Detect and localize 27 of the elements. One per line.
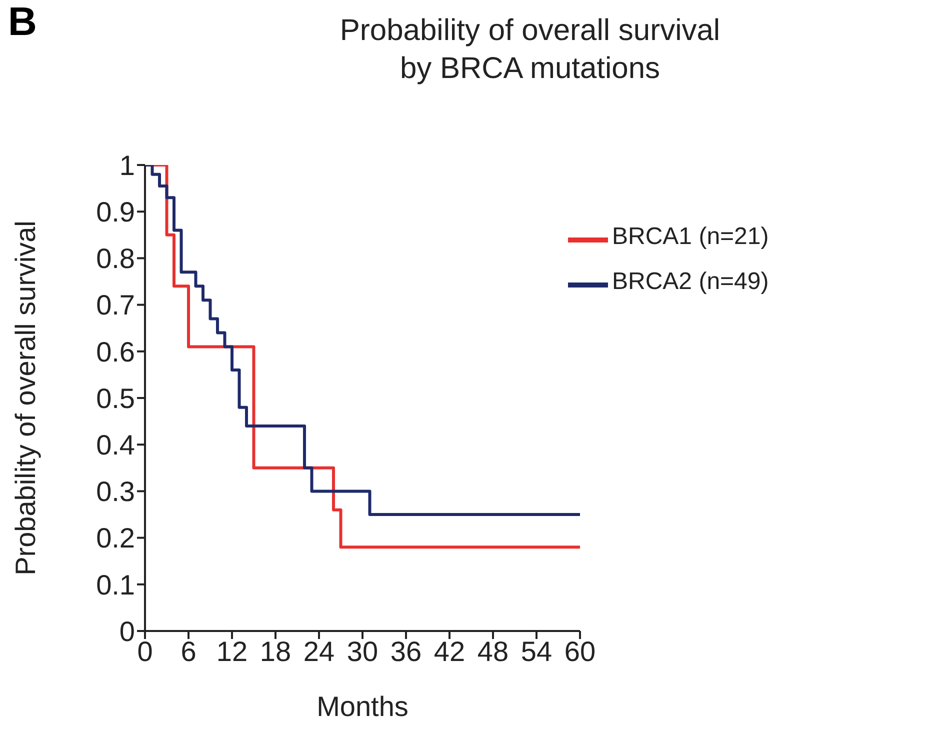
y-tick-label: 0.3 xyxy=(96,476,135,508)
y-tick-label: 0.1 xyxy=(96,569,135,600)
chart-title: Probability of overall survival by BRCA mutations xyxy=(338,13,722,87)
y-tick-label: 0.2 xyxy=(96,522,135,554)
x-axis-title: Months xyxy=(316,691,408,722)
x-tick-label: 6 xyxy=(180,636,196,667)
x-tick-label: 18 xyxy=(260,636,292,667)
y-axis-title: Probability of overall survival xyxy=(10,220,41,576)
x-tick-label: 12 xyxy=(216,636,248,667)
y-tick-label: 1 xyxy=(119,150,135,181)
x-tick-label: 24 xyxy=(303,636,335,667)
legend-label: BRCA1 (n=21) xyxy=(612,223,769,250)
y-tick-label: 0.5 xyxy=(96,382,135,414)
x-tick-label: 42 xyxy=(434,636,466,667)
y-tick-label: 0.7 xyxy=(96,290,135,321)
x-tick-label: 30 xyxy=(346,636,378,667)
y-tick-label: 0.4 xyxy=(96,430,135,461)
y-tick-label: 0.6 xyxy=(96,336,135,368)
y-tick-label: 0.8 xyxy=(96,243,135,274)
x-tick-label: 60 xyxy=(564,636,596,667)
x-tick-label: 36 xyxy=(390,636,422,667)
text: B xyxy=(8,0,37,45)
y-tick-label: 0.9 xyxy=(96,196,135,228)
y-tick-label: 0 xyxy=(119,616,135,647)
x-tick-label: 48 xyxy=(477,636,509,667)
legend-label: BRCA2 (n=49) xyxy=(612,268,769,295)
x-tick-label: 54 xyxy=(520,636,552,667)
